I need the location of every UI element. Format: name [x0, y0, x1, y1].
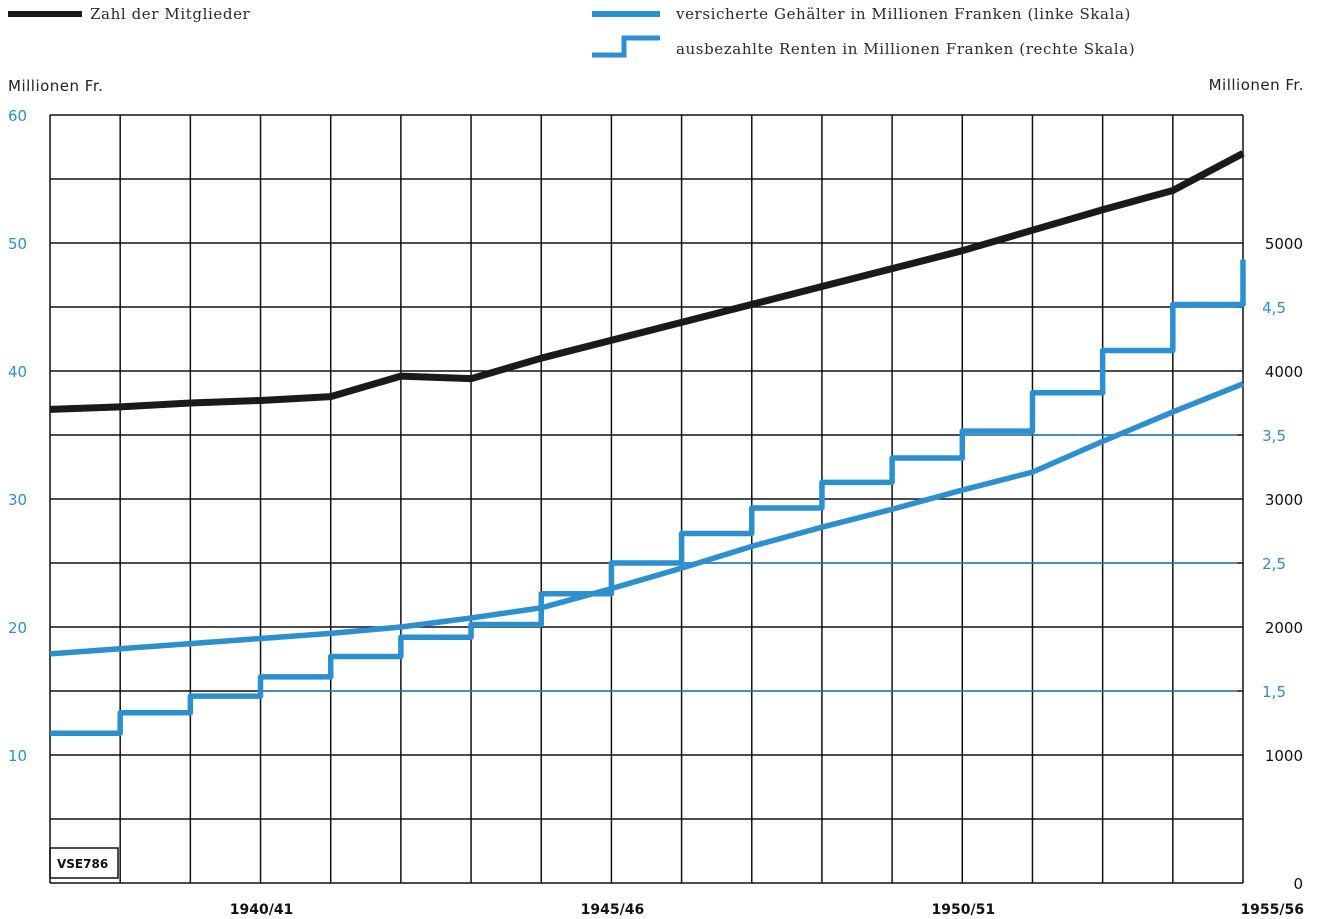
- right-tick-label: 2000: [1265, 619, 1303, 637]
- series: [49, 150, 1246, 736]
- right-tick-label: 5000: [1265, 235, 1303, 253]
- left-tick-label: 60: [8, 107, 27, 125]
- right-blue-tick-label: 2,5: [1262, 555, 1286, 573]
- legend-members-label: Zahl der Mitglieder: [90, 5, 251, 23]
- x-tick-label: 1955/56: [1240, 902, 1304, 918]
- grid: [49, 114, 1244, 884]
- right-axis-unit: Millionen Fr.: [1209, 76, 1304, 94]
- left-tick-label: 50: [8, 235, 27, 253]
- members-series-line: [49, 150, 1245, 413]
- right-tick-label: 0: [1293, 875, 1303, 893]
- right-blue-tick-label: 1,5: [1262, 683, 1286, 701]
- right-tick-label: 4000: [1265, 363, 1303, 381]
- left-tick-label: 40: [8, 363, 27, 381]
- salaries-series-line: [49, 381, 1245, 657]
- left-tick-label: 10: [8, 747, 27, 765]
- x-tick-label: 1950/51: [932, 902, 996, 918]
- code-label: VSE786: [57, 857, 108, 871]
- code-box: [49, 847, 119, 879]
- legend: Zahl der Mitglieder versicherte Gehälter…: [8, 5, 1135, 58]
- pensions-series-step: [50, 259, 1246, 736]
- right-tick-label: 3000: [1265, 491, 1303, 509]
- left-axis-unit: Millionen Fr.: [8, 77, 103, 95]
- right-blue-tick-label: 3,5: [1262, 427, 1286, 445]
- legend-salaries-label: versicherte Gehälter in Millionen Franke…: [675, 5, 1131, 23]
- right-tick-label: 1000: [1265, 747, 1303, 765]
- right-blue-tick-label: 4,5: [1262, 299, 1286, 317]
- x-tick-label: 1945/46: [581, 902, 645, 918]
- left-tick-label: 30: [8, 491, 27, 509]
- legend-pensions-label: ausbezahlte Renten in Millionen Franken …: [676, 40, 1135, 58]
- legend-pensions-swatch: [592, 35, 660, 58]
- x-tick-label: 1940/41: [230, 902, 294, 918]
- tick-labels: 10 20 30 40 50 60 0 1000 2000 3000 4000 5000 1,5 2,5 3…: [8, 107, 1304, 918]
- left-tick-label: 20: [8, 619, 27, 637]
